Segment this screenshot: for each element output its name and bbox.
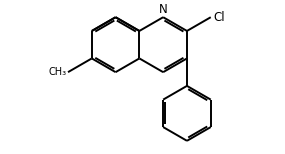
Text: Cl: Cl bbox=[213, 11, 225, 24]
Text: N: N bbox=[159, 3, 168, 16]
Text: CH₃: CH₃ bbox=[49, 67, 67, 77]
